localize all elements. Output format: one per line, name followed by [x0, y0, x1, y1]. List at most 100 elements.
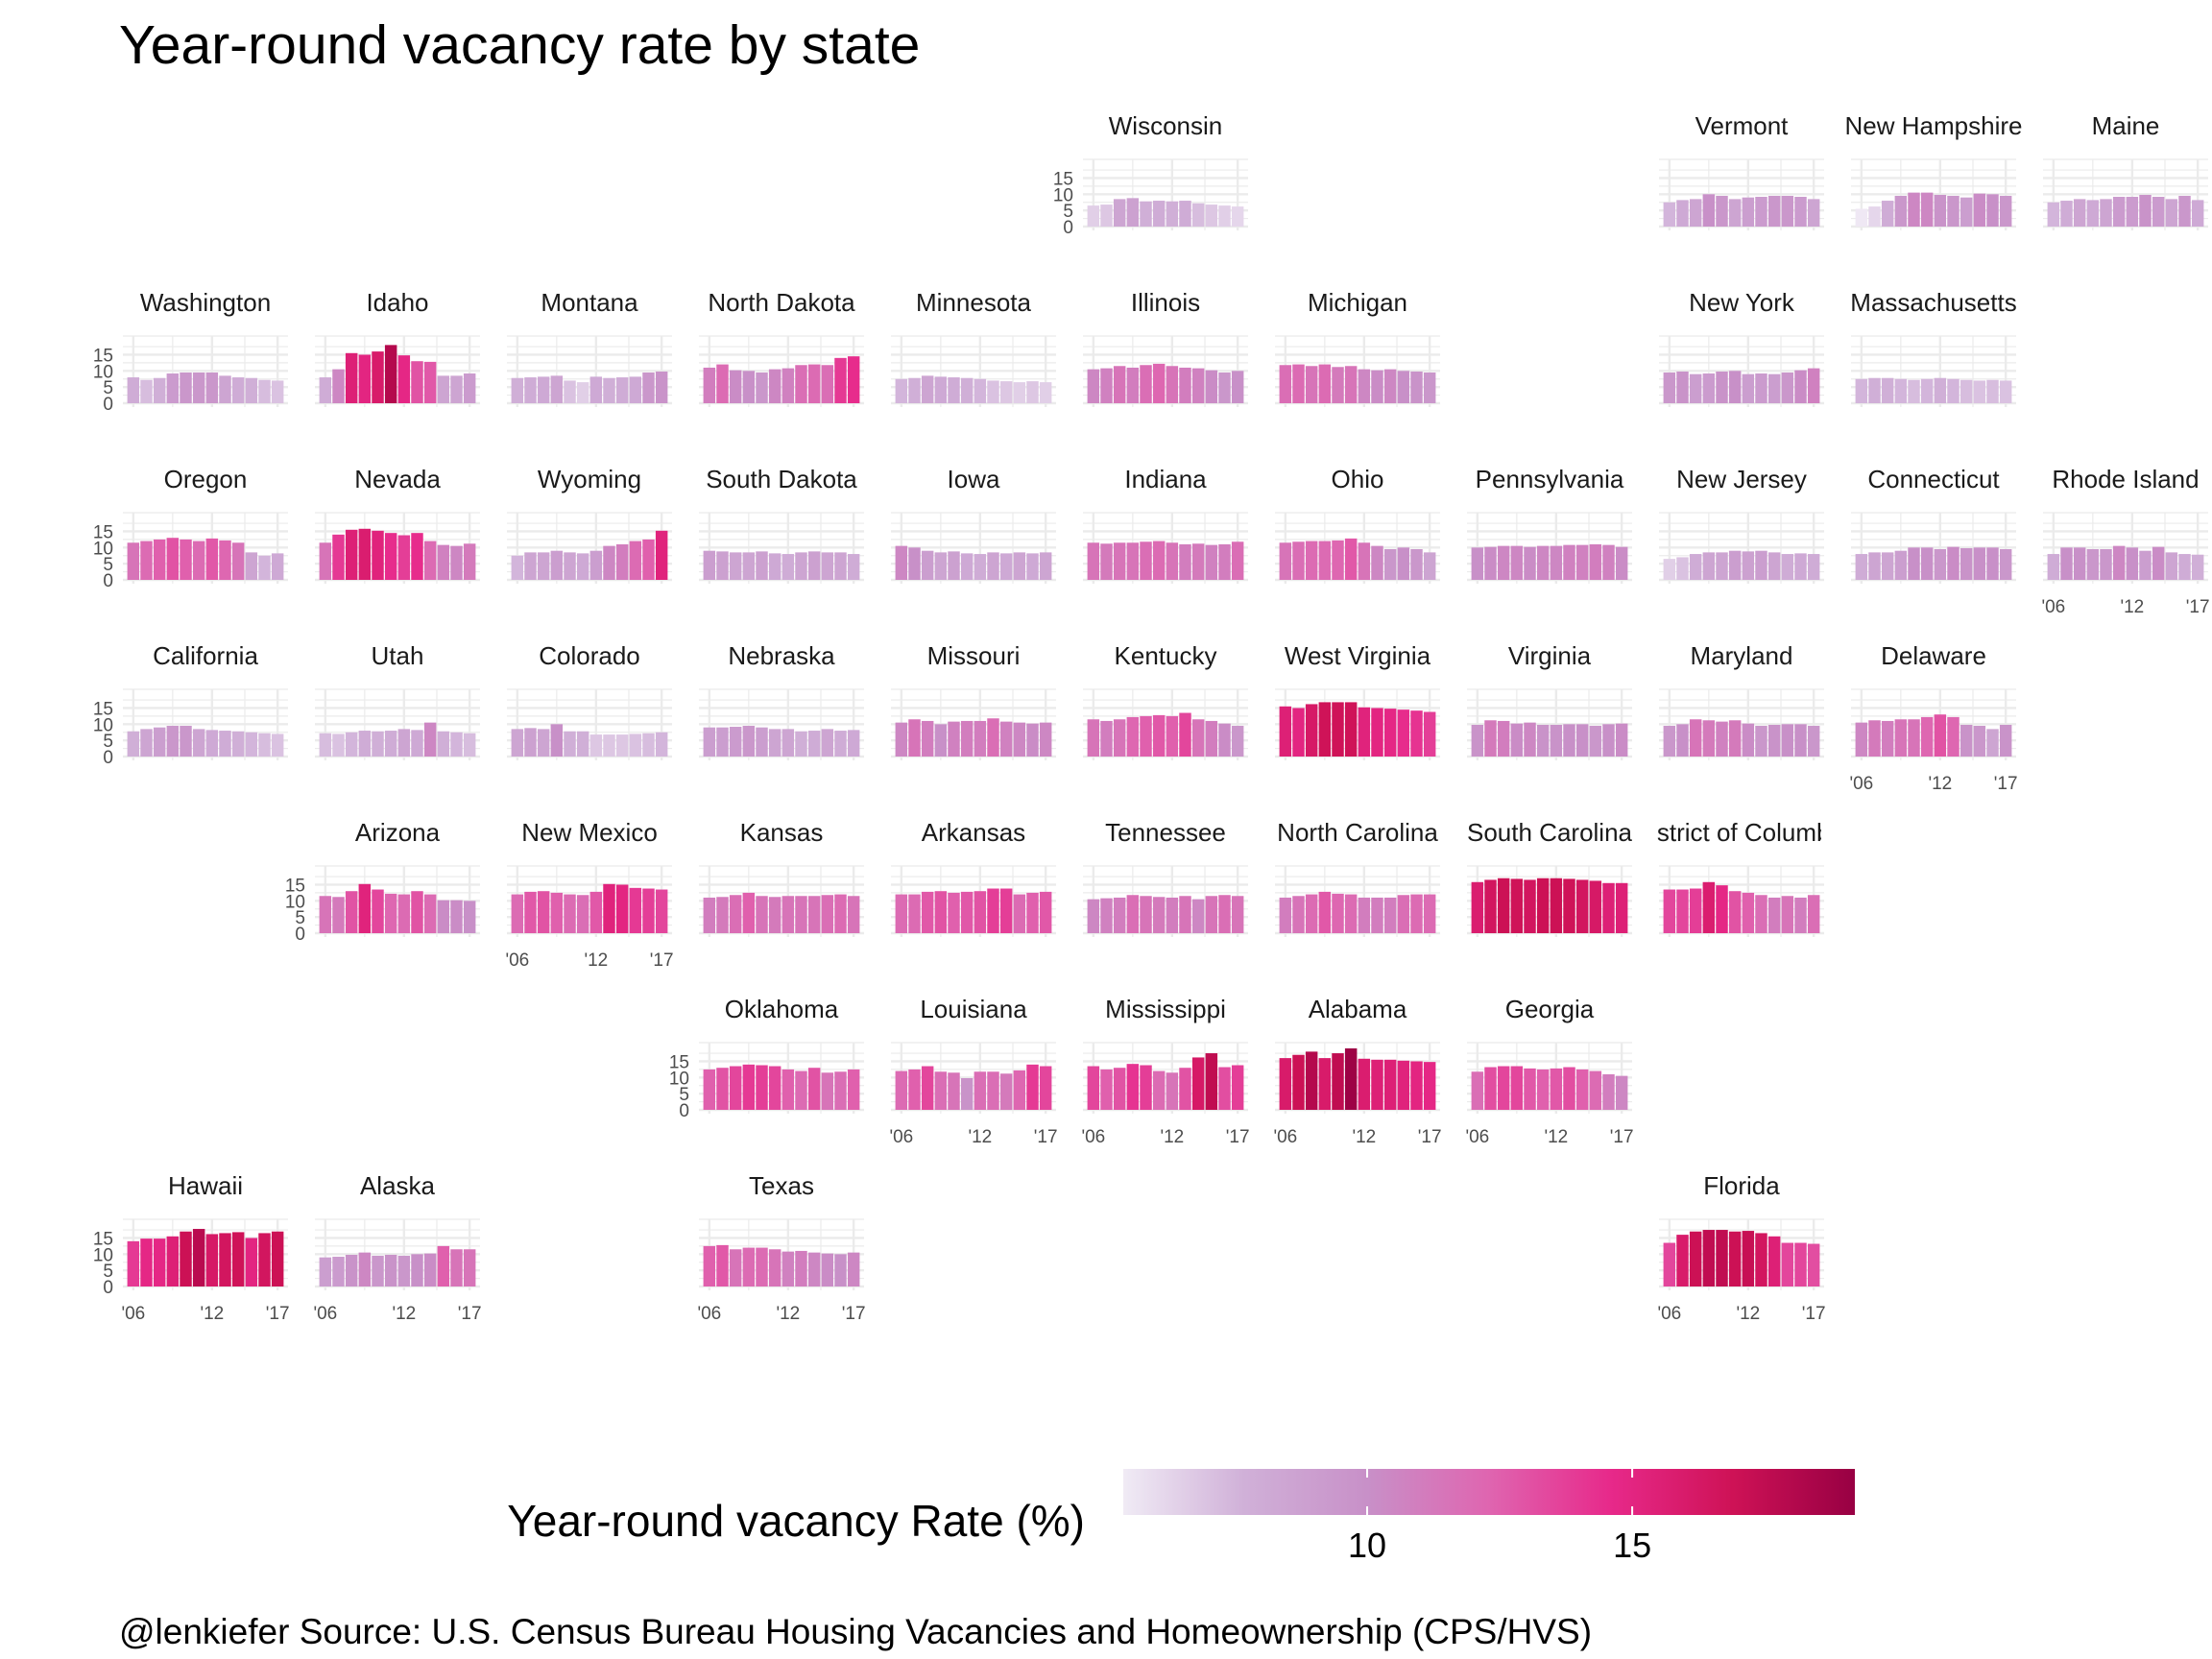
bar-2016: [1410, 894, 1423, 933]
bar-2012: [1358, 707, 1371, 757]
bar-2013: [1179, 543, 1191, 580]
bar-2006: [1279, 1058, 1292, 1110]
bar-2013: [1563, 878, 1575, 933]
bar-2015: [1205, 896, 1218, 933]
bar-2009: [742, 1247, 756, 1286]
state-label: Maryland: [1691, 641, 1793, 670]
x-tick-label: '17: [1610, 1127, 1634, 1147]
state-label: Delaware: [1881, 641, 1986, 670]
chart-title: Year-round vacancy rate by state: [119, 14, 920, 76]
bar-2016: [1794, 724, 1807, 757]
bar-2012: [1742, 373, 1755, 403]
bar-2017: [1039, 722, 1052, 757]
y-tick-label: 5: [103, 732, 113, 752]
bar-2013: [987, 380, 999, 403]
bar-2014: [2152, 197, 2165, 227]
bar-2012: [781, 1069, 795, 1110]
bar-2016: [1794, 897, 1807, 933]
state-panel-kansas: Kansas: [699, 818, 864, 937]
bar-2008: [345, 352, 358, 403]
bar-2010: [756, 551, 768, 580]
bar-2008: [1113, 199, 1126, 227]
bar-2014: [1960, 724, 1973, 757]
legend-ticks: 10 15: [1348, 1469, 1651, 1565]
bar-2006: [1471, 881, 1484, 933]
bar-2012: [1934, 377, 1947, 403]
bar-2008: [1305, 894, 1318, 933]
bar-2006: [511, 894, 524, 933]
bar-2016: [1026, 381, 1039, 403]
state-label: Washington: [140, 288, 271, 317]
bar-2012: [397, 355, 411, 403]
state-panel-connecticut: Connecticut: [1851, 465, 2016, 584]
bar-2007: [1292, 896, 1305, 933]
bar-2014: [1767, 724, 1781, 757]
bar-2010: [372, 889, 384, 933]
bar-2015: [245, 1238, 258, 1286]
bar-2007: [332, 534, 345, 580]
x-tick-label: '17: [1802, 1304, 1826, 1324]
state-label: Massachusetts: [1850, 288, 2016, 317]
bar-2017: [463, 543, 476, 580]
state-panel-arkansas: Arkansas: [891, 818, 1056, 937]
bar-2010: [948, 892, 960, 933]
bar-2014: [807, 364, 821, 403]
bar-2015: [1397, 895, 1410, 933]
y-tick-label: 15: [93, 522, 113, 542]
bar-2006: [1663, 559, 1676, 580]
bar-2007: [1292, 541, 1305, 580]
bar-2010: [1140, 541, 1152, 580]
bar-2013: [1947, 716, 1960, 757]
bar-2006: [703, 897, 716, 933]
bar-2009: [934, 552, 948, 580]
bar-2011: [1344, 538, 1358, 580]
legend-colorbar: [1123, 1469, 1855, 1515]
bar-2015: [1973, 726, 1986, 757]
bar-2009: [934, 376, 948, 403]
bar-2006: [1471, 1071, 1484, 1110]
bar-2007: [1868, 552, 1881, 580]
bar-2009: [1702, 720, 1716, 757]
bar-2011: [768, 1249, 781, 1286]
bar-2017: [1423, 373, 1436, 403]
x-tick-label: '17: [266, 1304, 290, 1324]
bar-2006: [1087, 719, 1100, 757]
bar-2012: [1358, 369, 1371, 403]
bar-2008: [1881, 552, 1894, 580]
bar-2014: [999, 721, 1013, 757]
state-label: Colorado: [539, 641, 640, 670]
bar-2017: [1423, 894, 1436, 933]
state-panel-new-york: New York: [1659, 288, 1824, 407]
bar-2006: [703, 550, 716, 580]
x-tick-label: '06: [1465, 1127, 1489, 1147]
bar-2015: [437, 1245, 450, 1286]
bar-2006: [1087, 1066, 1100, 1110]
bar-2013: [1563, 724, 1575, 757]
bar-2015: [1781, 1242, 1794, 1286]
bar-2016: [2178, 554, 2191, 580]
bar-2017: [1615, 546, 1628, 580]
bar-2015: [1013, 552, 1026, 580]
bar-2011: [576, 895, 589, 933]
bar-2010: [756, 1065, 768, 1110]
bar-2008: [1689, 719, 1702, 757]
x-tick-label: '17: [650, 950, 674, 971]
bar-2017: [463, 733, 476, 757]
bar-2006: [1279, 706, 1292, 757]
bar-2016: [258, 555, 271, 580]
bar-2006: [319, 733, 332, 757]
y-tick-label: 5: [1063, 202, 1073, 222]
y-tick-label: 10: [93, 362, 113, 382]
state-label: Hawaii: [168, 1171, 243, 1200]
x-tick-label: '17: [1034, 1127, 1058, 1147]
state-panel-iowa: Iowa: [891, 465, 1056, 584]
bar-2007: [716, 1068, 729, 1110]
bar-2007: [524, 552, 537, 580]
bar-2006: [1279, 897, 1292, 933]
bar-2007: [1484, 720, 1497, 757]
bar-2011: [1536, 878, 1550, 933]
bar-2007: [332, 897, 345, 933]
bar-2006: [1279, 542, 1292, 580]
bar-2015: [1589, 543, 1602, 580]
